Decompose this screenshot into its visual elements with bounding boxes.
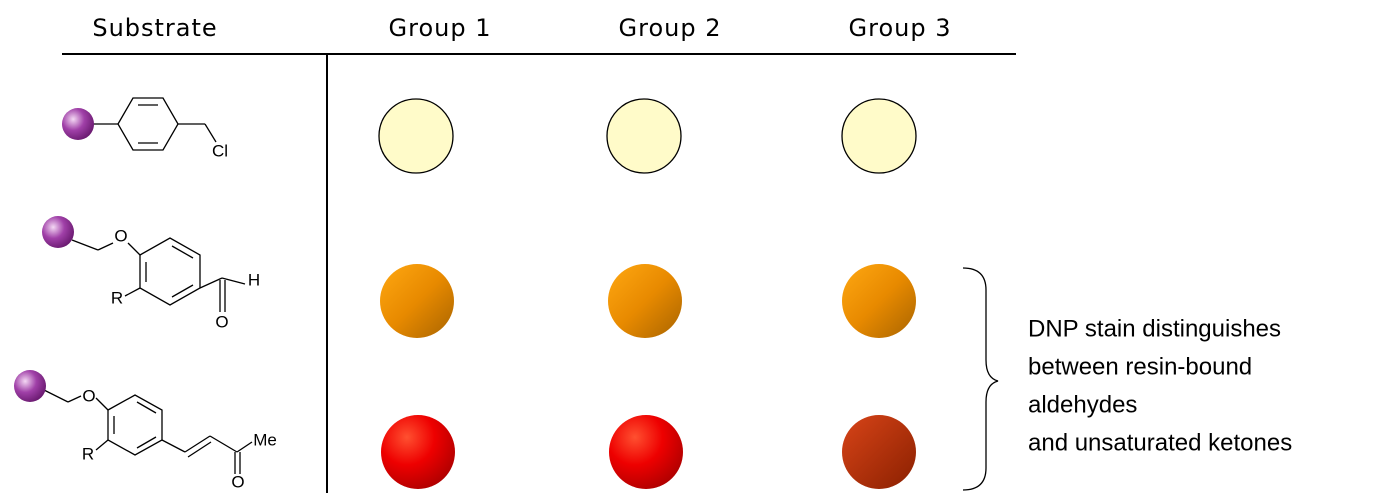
atom-label: O — [82, 386, 95, 405]
stain-spot — [381, 415, 455, 489]
stain-spot — [842, 264, 916, 338]
atom-label: Cl — [212, 141, 228, 160]
structure — [42, 216, 246, 312]
stain-spot — [842, 415, 916, 489]
atom-label: R — [82, 444, 94, 463]
atom-label: O — [114, 226, 127, 245]
atom-label: R — [111, 288, 123, 307]
stain-spot — [380, 264, 454, 338]
atom-label: O — [231, 472, 244, 491]
structure — [62, 97, 217, 151]
stain-spot — [609, 415, 683, 489]
column-header: Group 2 — [619, 14, 722, 42]
column-header: Group 3 — [849, 14, 952, 42]
annotation-line: aldehydes — [1028, 391, 1137, 418]
atom-label: O — [215, 312, 228, 331]
structure — [14, 370, 253, 474]
brace — [962, 267, 999, 491]
stain-spot — [608, 264, 682, 338]
stain-spot — [606, 98, 682, 174]
atom-label: H — [248, 270, 260, 289]
stain-spot — [378, 98, 454, 174]
annotation-line: between resin-bound — [1028, 353, 1252, 380]
atom-label: Me — [253, 430, 277, 449]
annotation-line: DNP stain distinguishes — [1028, 315, 1281, 342]
column-header: Substrate — [92, 14, 217, 42]
column-header: Group 1 — [389, 14, 492, 42]
annotation-line: and unsaturated ketones — [1028, 429, 1292, 456]
stain-spot — [841, 98, 917, 174]
